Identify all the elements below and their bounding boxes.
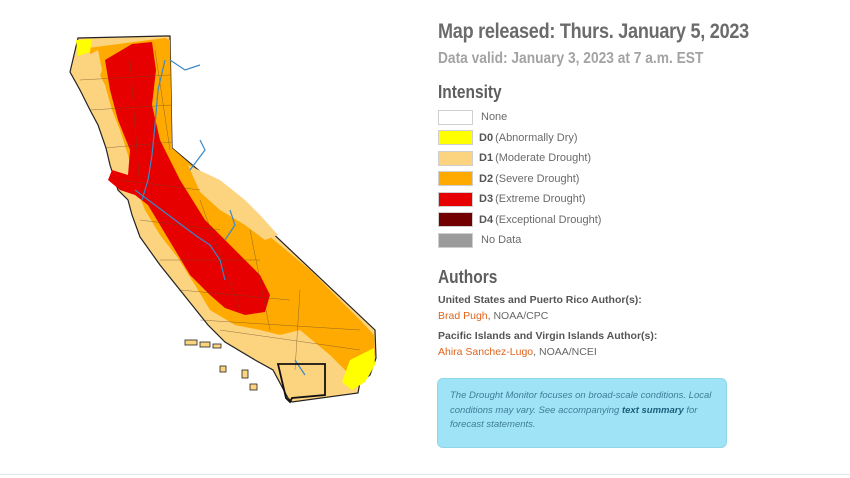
legend-swatch [438,130,473,146]
legend-label: (Abnormally Dry) [495,131,578,144]
us-author-org: , NOAA/CPC [487,309,549,322]
legend-label: No Data [481,234,522,247]
legend-swatch [438,109,473,125]
legend-item-none: None [438,107,738,128]
text-summary-link[interactable]: text summary [621,404,684,416]
california-drought-map [69,35,377,404]
pi-author-link[interactable]: Ahira Sanchez-Lugo [438,345,534,358]
d0-northwest [76,39,92,56]
legend-label: (Exceptional Drought) [495,213,602,226]
legend: None D0 (Abnormally Dry) D1 (Moderate Dr… [438,107,738,251]
map-title: Map released: Thurs. January 5, 2023 [438,20,749,43]
county-lines [79,49,361,371]
legend-code: D1 [479,152,494,165]
legend-code: D3 [479,193,494,206]
note-text-1: The Drought Monitor focuses on broad-sca… [450,390,712,416]
legend-item-d0: D0 (Abnormally Dry) [438,128,738,149]
legend-swatch [438,232,473,248]
d3-region [105,42,270,315]
us-author-line: Brad Pugh, NOAA/CPC [438,310,738,322]
info-note: The Drought Monitor focuses on broad-sca… [437,378,727,448]
socal-boundary [276,363,326,404]
legend-swatch [438,150,473,166]
authors-heading: Authors [438,266,498,287]
legend-item-d2: D2 (Severe Drought) [438,169,738,190]
legend-label: (Severe Drought) [495,172,580,185]
legend-heading: Intensity [438,82,502,102]
d0-southeast [342,348,375,390]
legend-code: D2 [479,172,494,185]
d1-pocket-north [80,50,102,90]
legend-swatch [438,212,473,228]
map-subtitle: Data valid: January 3, 2023 at 7 a.m. ES… [438,50,704,67]
authors-section: Authors United States and Puerto Rico Au… [438,267,738,358]
pi-author-org: , NOAA/NCEI [533,345,597,358]
legend-swatch [438,191,473,207]
legend-code: D0 [479,131,494,144]
legend-label: None [481,111,508,124]
us-author-link[interactable]: Brad Pugh [438,309,488,322]
legend-label: (Extreme Drought) [495,193,586,206]
legend-code: D4 [479,213,494,226]
pi-author-line: Ahira Sanchez-Lugo, NOAA/NCEI [438,346,738,358]
d1-pocket-east [188,165,278,240]
legend-item-d1: D1 (Moderate Drought) [438,148,738,169]
rivers [134,59,306,376]
pi-authors-heading: Pacific Islands and Virgin Islands Autho… [438,329,658,342]
note-text-2: for forecast statements. [450,404,698,431]
channel-islands [184,339,258,391]
legend-item-d4: D4 (Exceptional Drought) [438,210,738,231]
page-divider [0,474,850,475]
info-panel: Map released: Thurs. January 5, 2023 Dat… [438,20,749,358]
legend-item-no-data: No Data [438,230,738,251]
legend-item-d3: D3 (Extreme Drought) [438,189,738,210]
us-authors-heading: United States and Puerto Rico Author(s): [438,293,642,306]
legend-swatch [438,171,473,187]
legend-label: (Moderate Drought) [495,152,592,165]
